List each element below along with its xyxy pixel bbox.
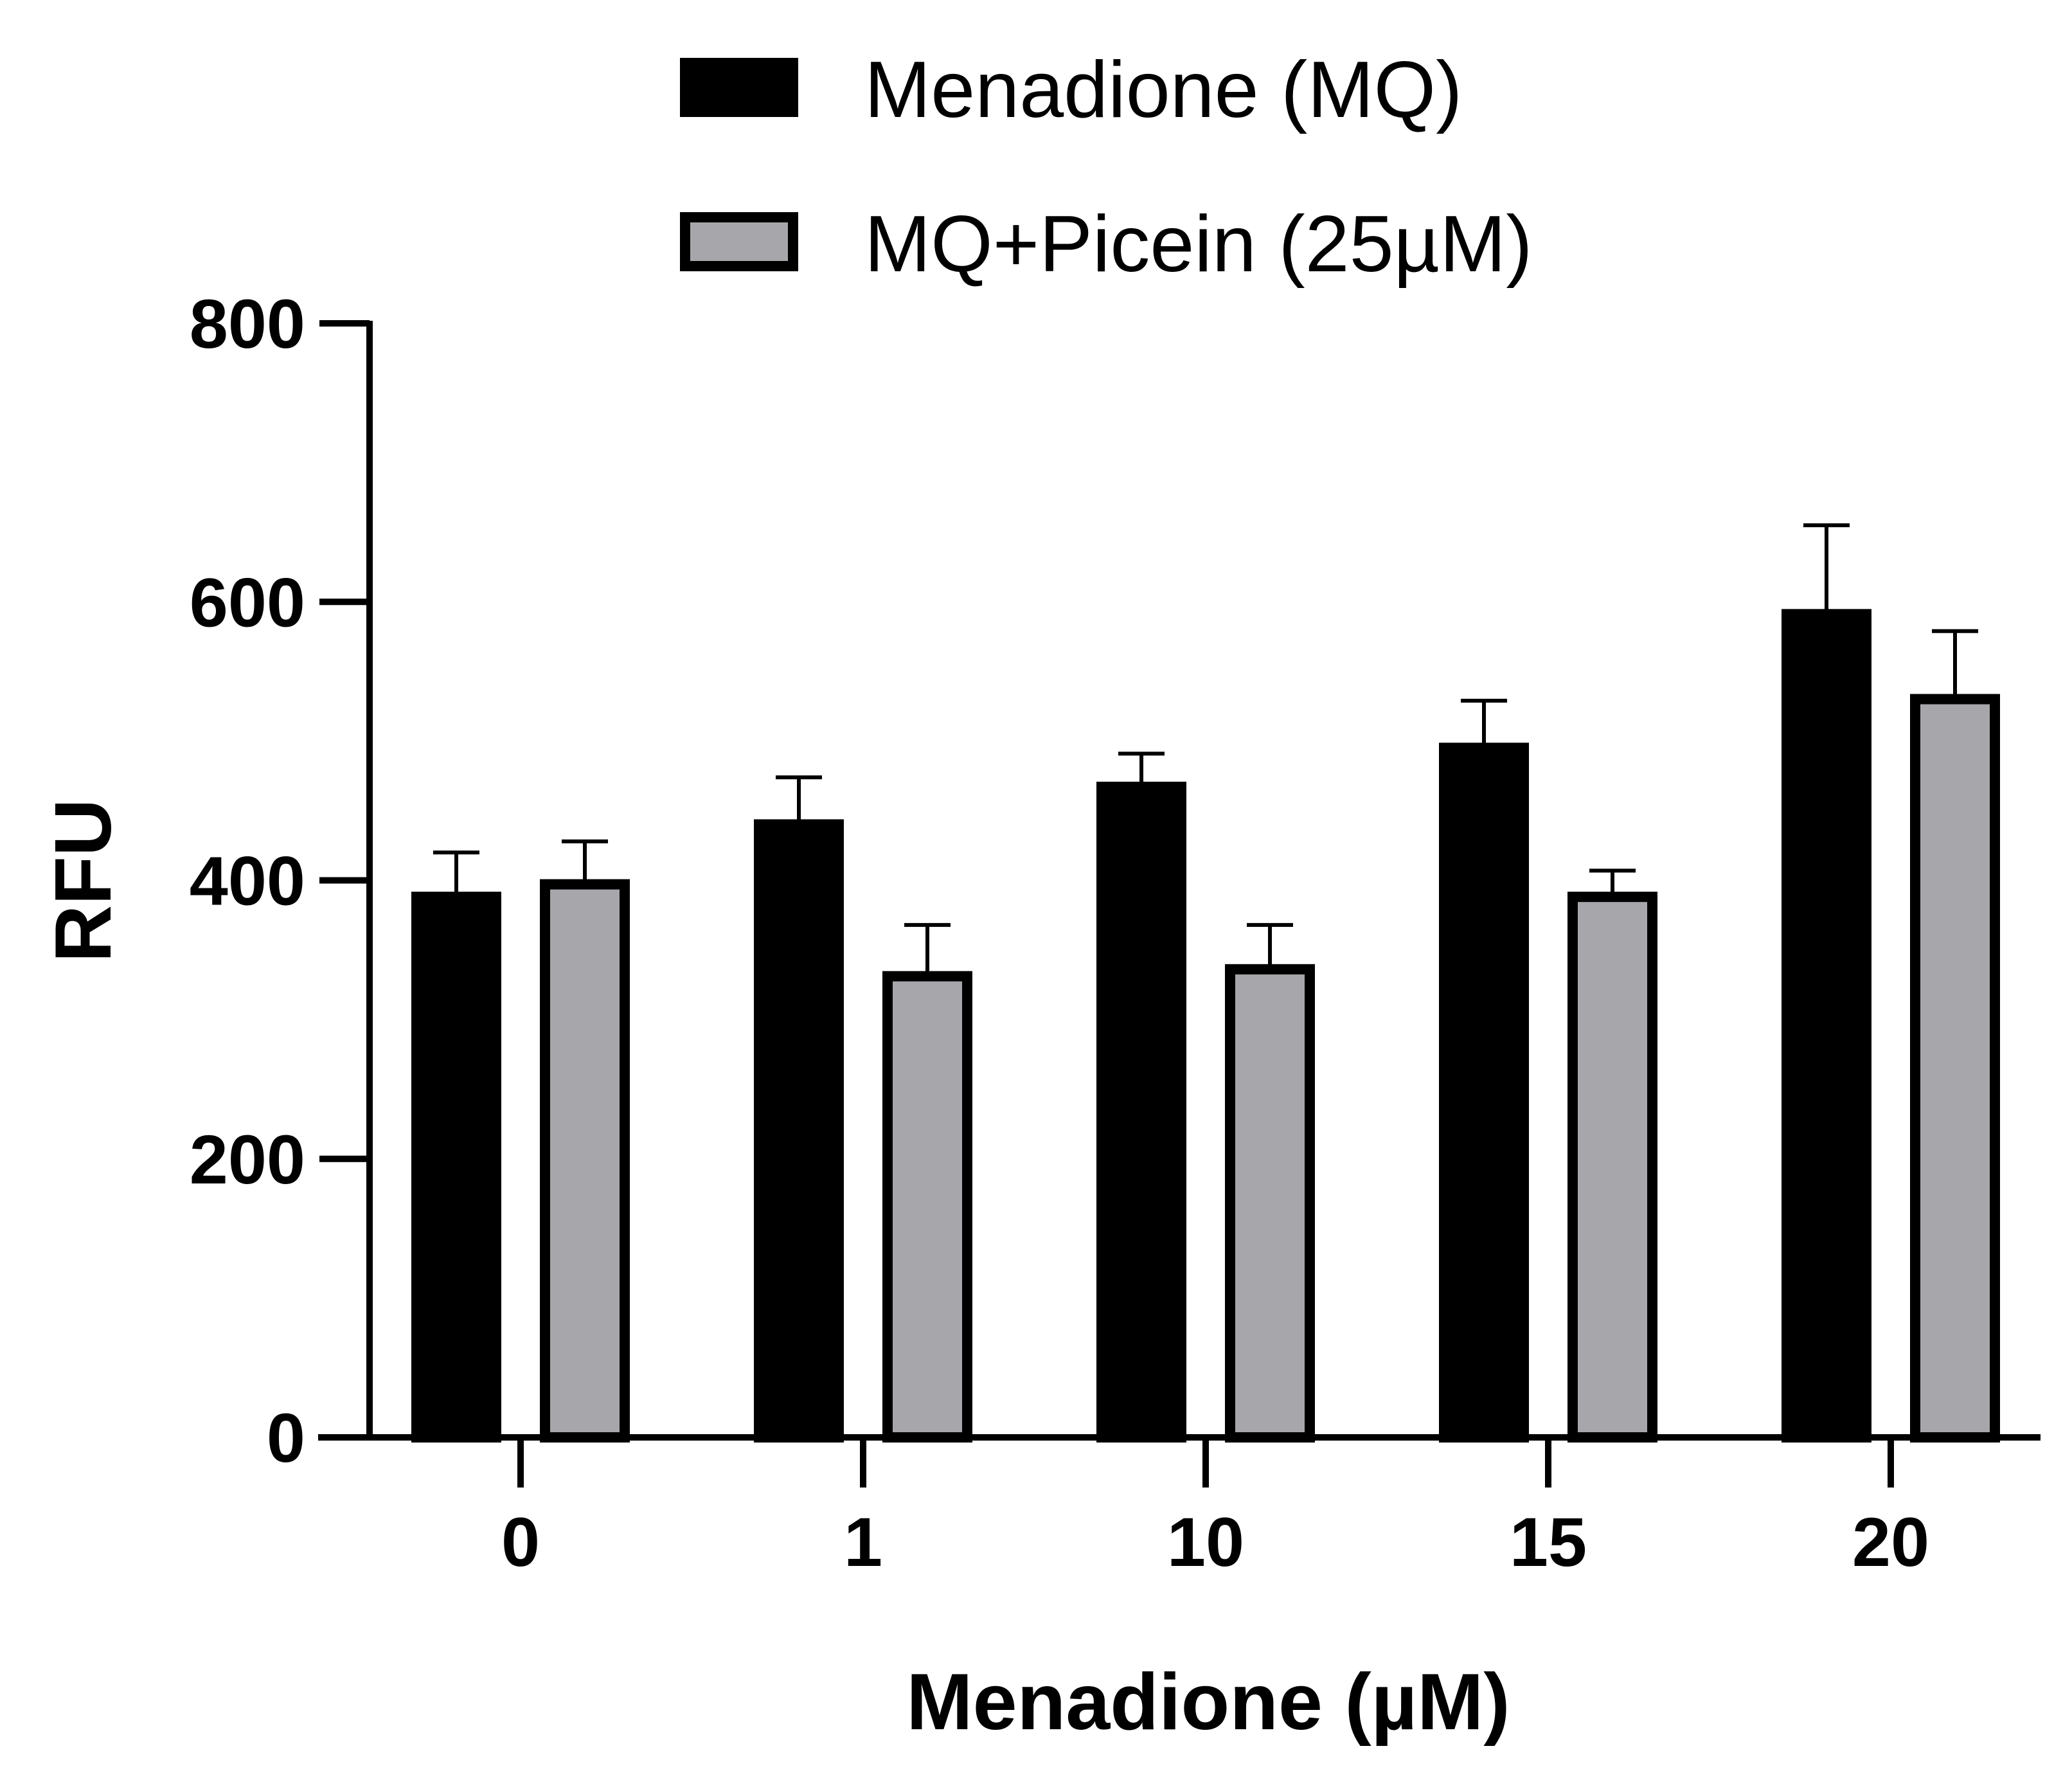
x-axis-title: Menadione (µM)	[906, 1658, 1510, 1747]
legend-label-menadione: Menadione (MQ)	[864, 46, 1462, 134]
legend-label-mq-picein: MQ+Picein (25µM)	[864, 200, 1533, 289]
axes: 0 200 400 600 800 0 1 10 15 20 Menadione (µM) RFU	[39, 285, 2041, 1747]
legend: Menadione (MQ) MQ+Picein (25µM)	[680, 46, 1533, 289]
bar-menadione	[754, 819, 844, 1443]
x-tick-label: 0	[501, 1503, 540, 1581]
y-tick-label: 400	[190, 842, 305, 920]
bar-mq-picein	[882, 971, 972, 1443]
y-tick-label: 200	[190, 1120, 305, 1198]
y-axis-title: RFU	[39, 799, 128, 963]
bar-menadione	[1439, 742, 1529, 1443]
x-tick-label: 20	[1852, 1503, 1929, 1581]
bar-menadione	[1782, 609, 1871, 1443]
bar-mq-picein	[1567, 892, 1657, 1443]
bar-mq-picein	[1910, 694, 2000, 1443]
bar-mq-picein	[540, 879, 630, 1443]
bar-menadione	[1096, 782, 1186, 1443]
x-tick-label: 15	[1510, 1503, 1587, 1581]
y-tick-label: 600	[190, 563, 305, 641]
bar-mq-picein	[1225, 964, 1315, 1443]
x-tick-label: 10	[1167, 1503, 1244, 1581]
legend-swatch-mq-picein	[680, 212, 798, 271]
plot-area	[411, 523, 2000, 1443]
legend-swatch-menadione	[680, 58, 798, 117]
x-tick-label: 1	[844, 1503, 882, 1581]
y-tick-label: 800	[190, 285, 305, 363]
y-tick-label: 0	[267, 1399, 305, 1477]
bar-menadione	[411, 892, 501, 1443]
